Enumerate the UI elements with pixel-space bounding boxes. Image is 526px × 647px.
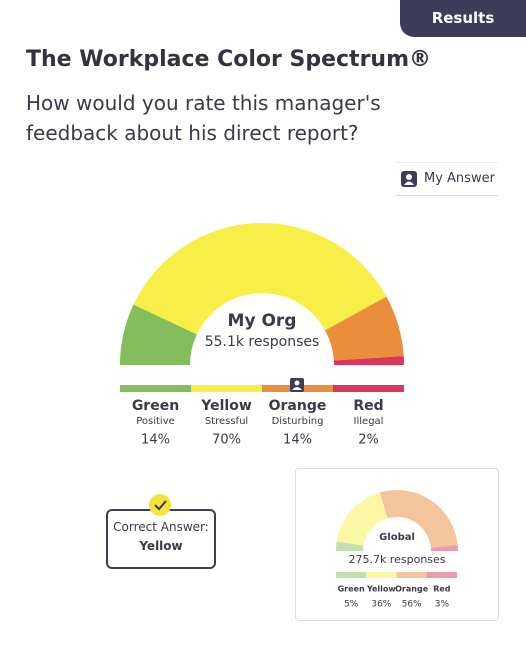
correct-answer-value: Yellow [139, 539, 183, 553]
legend-swatch [333, 385, 404, 392]
legend-category: Red [433, 585, 451, 594]
value-label: 14% [141, 433, 170, 448]
legend-category: Green [338, 585, 365, 594]
value-label: 3% [435, 600, 450, 610]
gauge-segment [133, 222, 387, 335]
correct-answer-box: Correct Answer: Yellow [106, 509, 216, 569]
gauge-segment [120, 304, 197, 365]
gauge-segment [336, 541, 364, 551]
value-label: 2% [358, 433, 379, 448]
gauge-segment [379, 489, 458, 548]
gauge-segment [333, 356, 404, 365]
legend-swatch [366, 572, 397, 578]
value-label: 14% [283, 433, 312, 448]
legend-swatch [120, 385, 191, 392]
gauge-segment [430, 545, 458, 551]
gauge-subtitle: 55.1k responses [205, 334, 320, 350]
gauge-segment [336, 492, 388, 546]
legend-swatch [336, 572, 367, 578]
legend-category: Yellow [200, 398, 252, 414]
legend-swatch [191, 385, 262, 392]
value-label: 56% [402, 600, 422, 610]
global-card [295, 468, 499, 621]
value-label: 70% [212, 433, 241, 448]
check-badge [149, 494, 171, 516]
legend-category: Orange [269, 398, 327, 414]
my-answer-label: My Answer [424, 171, 495, 186]
legend-swatch [426, 572, 457, 578]
legend-category: Green [132, 398, 179, 414]
gauge-title: My Org [228, 311, 297, 331]
value-label: 36% [371, 600, 391, 610]
gauge-title: Global [379, 532, 415, 543]
legend-description: Stressful [205, 416, 248, 427]
correct-answer-label: Correct Answer: [113, 520, 209, 534]
legend-description: Positive [136, 416, 175, 427]
question: How would you rate this manager's feedba… [26, 91, 381, 145]
legend-category: Yellow [366, 585, 396, 594]
check-mark [154, 500, 167, 511]
gauge-segment [325, 296, 404, 361]
my-answer-button[interactable]: My Answer [396, 162, 498, 196]
legend-swatch [396, 572, 427, 578]
title: The Workplace Color Spectrum® [26, 47, 432, 72]
results-tab[interactable]: Results [400, 0, 526, 37]
my-answer-marker-head [294, 380, 300, 386]
value-label: 5% [344, 600, 359, 610]
gauge-subtitle: 275.7k responses [348, 553, 445, 566]
legend-description: Illegal [354, 416, 384, 427]
person-icon [401, 171, 417, 187]
legend-category: Orange [395, 585, 429, 594]
legend-description: Disturbing [272, 416, 324, 427]
my-answer-marker-body [292, 387, 302, 390]
legend-category: Red [353, 398, 383, 414]
